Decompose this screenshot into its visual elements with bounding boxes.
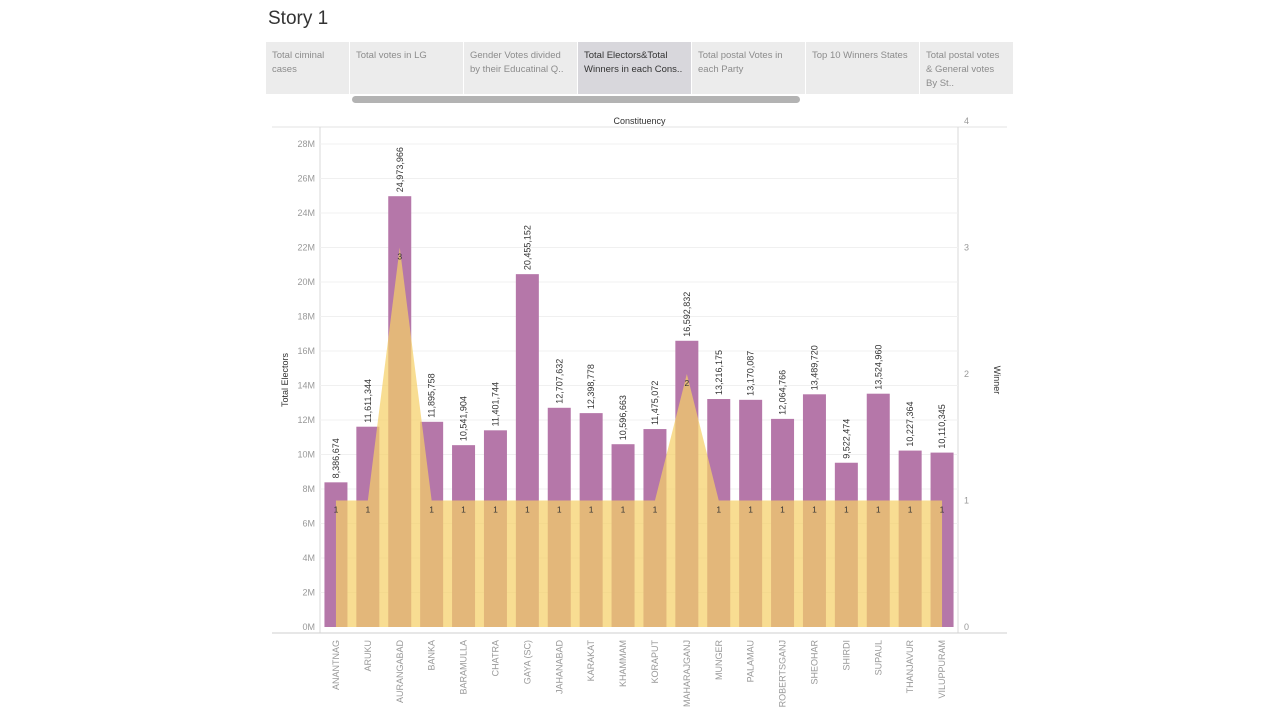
bar-value-label: 13,524,960 [873,345,883,390]
winner-value-label: 3 [397,252,402,262]
y-tick-label: 22M [297,243,315,253]
bar-value-label: 11,895,758 [427,373,437,417]
x-category-label: KARAKAT [586,639,596,681]
story-point-4[interactable]: Total Electors&Total Winners in each Con… [578,42,692,94]
winner-area[interactable] [335,247,943,628]
x-category-label: AURANGABAD [395,640,405,704]
y2-axis-title: Winner [992,366,1002,395]
bar-value-label: 20,455,152 [522,225,532,270]
bar-value-label: 10,227,364 [905,402,915,447]
x-category-label: JAHANABAD [554,640,564,695]
navigator-scrollbar[interactable] [352,96,800,103]
winner-value-label: 1 [589,505,594,515]
story-point-6[interactable]: Top 10 Winners States [806,42,920,94]
winner-value-label: 1 [940,505,945,515]
bar-value-label: 16,592,832 [682,292,692,337]
y-tick-label: 16M [297,346,315,356]
winner-value-label: 1 [557,505,562,515]
bar-value-label: 9,522,474 [841,419,851,459]
bar-value-label: 12,064,766 [778,370,788,415]
bar-value-label: 11,401,744 [490,382,500,426]
winner-value-label: 1 [461,505,466,515]
x-category-label: KHAMMAM [618,640,628,687]
axis-layer: Constituency Total Electors Winner 0M 2M 4… [280,116,1002,707]
bar-value-label: 13,170,087 [746,351,756,396]
x-category-label: KORAPUT [650,640,660,684]
area-layer [335,247,943,628]
story-point-5[interactable]: Total postal Votes in each Party [692,42,806,94]
bar-value-label: 12,707,632 [554,359,564,404]
winner-value-label: 1 [334,505,339,515]
x-category-label: ANANTNAG [331,640,341,690]
y2-tick-label: 4 [964,116,969,126]
y-axis-title: Total Electors [280,352,290,407]
winner-value-label: 1 [365,505,370,515]
x-category-label: ROBERTSGANJ [778,640,788,707]
story-point-2[interactable]: Total votes in LG [350,42,464,94]
x-category-label: SHEOHAR [809,640,819,685]
winner-value-label: 1 [844,505,849,515]
story-point-7[interactable]: Total postal votes & General votes By St… [920,42,1014,94]
winner-value-label: 1 [429,505,434,515]
x-category-label: SHIRDI [841,640,851,671]
x-category-label: BARAMULLA [459,640,469,695]
winner-value-label: 1 [908,505,913,515]
winner-value-label: 1 [748,505,753,515]
x-category-label: GAYA (SC) [522,640,532,684]
story-point-3[interactable]: Gender Votes divided by their Educatinal… [464,42,578,94]
y-tick-label: 6M [302,519,315,529]
bar-value-label: 24,973,966 [395,147,405,192]
x-category-label: MAHARAJGANJ [682,640,692,707]
y-tick-label: 12M [297,415,315,425]
winner-value-label: 1 [493,505,498,515]
y-tick-label: 24M [297,208,315,218]
bar-value-label: 11,611,344 [363,379,373,423]
x-category-label: BANKA [427,640,437,671]
bar-value-label: 8,386,674 [331,438,341,478]
story-point-1[interactable]: Total ciminal cases [266,42,350,94]
x-category-label: MUNGER [714,640,724,680]
y-tick-label: 14M [297,381,315,391]
winner-value-label: 2 [684,378,689,388]
y-tick-label: 18M [297,312,315,322]
x-category-label: PALAMAU [746,640,756,682]
x-category-label: VILUPPURAM [937,640,947,699]
label-layer: 8,386,674 11,611,344 24,973,966 11,895,758 1… [331,147,947,514]
y-tick-label: 8M [302,484,315,494]
bar-value-label: 13,216,175 [714,350,724,395]
y-tick-label: 26M [297,174,315,184]
winner-value-label: 1 [653,505,658,515]
y-tick-label: 0M [302,622,315,632]
story-navigator: Total ciminal cases Total votes in LG Ge… [266,42,1014,96]
bar-value-label: 11,475,072 [650,381,660,425]
x-category-label: THANJAVUR [905,640,915,694]
y2-tick-label: 0 [964,622,969,632]
bar-value-label: 10,541,904 [459,396,469,441]
y-tick-label: 20M [297,277,315,287]
winner-value-label: 1 [621,505,626,515]
winner-value-label: 1 [876,505,881,515]
x-category-label: SUPAUL [873,640,883,675]
bar-value-label: 13,489,720 [809,345,819,390]
x-category-label: CHATRA [490,640,500,676]
y-tick-label: 2M [302,588,315,598]
y-tick-label: 4M [302,553,315,563]
winner-value-label: 1 [716,505,721,515]
bar-value-label: 10,110,345 [937,404,947,448]
story-title: Story 1 [268,8,329,29]
bar-value-label: 10,596,663 [618,395,628,440]
winner-value-label: 1 [812,505,817,515]
bar-value-label: 12,398,778 [586,364,596,409]
y-tick-label: 10M [297,450,315,460]
winner-value-label: 1 [780,505,785,515]
chart-title: Constituency [613,116,666,126]
winner-value-label: 1 [525,505,530,515]
y2-tick-label: 1 [964,496,969,506]
y-tick-label: 28M [297,139,315,149]
x-category-label: ARUKU [363,640,373,672]
y2-tick-label: 2 [964,369,969,379]
y2-tick-label: 3 [964,243,969,253]
